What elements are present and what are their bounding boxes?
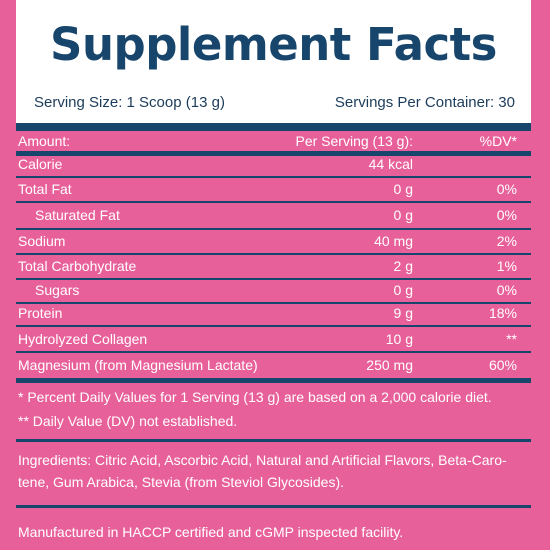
nutrient-amount: 0 g — [393, 207, 413, 223]
nutrient-dv: 18% — [488, 305, 517, 321]
nutrient-dv: 0% — [496, 207, 517, 223]
serving-size: Serving Size: 1 Scoop (13 g) — [34, 94, 225, 111]
ingredients: Ingredients: Citric Acid, Ascorbic Acid,… — [18, 449, 523, 493]
label-title: Supplement Facts — [50, 18, 497, 71]
nutrient-name: Total Fat — [18, 181, 72, 197]
nutrient-name: Sugars — [35, 282, 80, 298]
per-serving-header: Per Serving (13 g): — [295, 133, 414, 149]
dv-header: %DV* — [479, 133, 517, 149]
footnote-dv: * Percent Daily Values for 1 Serving (13… — [18, 389, 492, 405]
nutrient-dv: 60% — [488, 357, 517, 373]
amount-header: Amount: — [18, 133, 71, 149]
nutrient-name: Hydrolyzed Collagen — [18, 331, 148, 347]
row-divider — [16, 351, 531, 353]
footnote-divider — [16, 439, 531, 442]
label-header: Supplement Facts Serving Size: 1 Scoop (… — [16, 0, 531, 123]
row-divider — [16, 228, 531, 230]
nutrient-amount: 250 mg — [366, 357, 413, 373]
nutrient-amount: 0 g — [393, 181, 413, 197]
nutrient-name: Saturated Fat — [35, 207, 120, 223]
row-divider — [16, 278, 531, 280]
ingredients-line: Ingredients: Citric Acid, Ascorbic Acid,… — [18, 452, 507, 468]
footnote-not-established: ** Daily Value (DV) not established. — [18, 413, 238, 429]
nutrient-name: Magnesium (from Magnesium Lactate) — [18, 357, 258, 373]
nutrient-dv: 0% — [496, 181, 517, 197]
row-divider — [16, 302, 531, 304]
nutrient-amount: 10 g — [385, 331, 413, 347]
nutrient-name: Sodium — [18, 233, 66, 249]
nutrient-dv: 1% — [496, 258, 517, 274]
ingredients-divider — [16, 505, 531, 508]
nutrient-dv: ** — [506, 331, 517, 347]
header-divider — [16, 151, 531, 156]
nutrient-amount: 40 mg — [374, 233, 413, 249]
manufacturing-statement: Manufactured in HACCP certified and cGMP… — [18, 524, 404, 540]
row-divider — [16, 176, 531, 178]
nutrient-amount: 0 g — [393, 282, 413, 298]
row-divider — [16, 253, 531, 255]
nutrient-amount: 2 g — [393, 258, 413, 274]
nutrient-dv: 2% — [496, 233, 517, 249]
row-divider — [16, 325, 531, 327]
ingredients-line: tene, Gum Arabica, Stevia (from Steviol … — [18, 474, 345, 490]
nutrient-name: Total Carbohydrate — [18, 258, 137, 274]
nutrient-dv: 0% — [496, 282, 517, 298]
servings-per-container: Servings Per Container: 30 — [334, 94, 515, 111]
row-divider — [16, 201, 531, 203]
nutrient-name: Calorie — [18, 156, 63, 172]
nutrient-name: Protein — [18, 305, 63, 321]
nutrient-amount: 44 kcal — [368, 156, 413, 172]
table-bottom-divider — [16, 378, 531, 383]
thick-divider — [16, 123, 531, 131]
nutrient-amount: 9 g — [393, 305, 413, 321]
